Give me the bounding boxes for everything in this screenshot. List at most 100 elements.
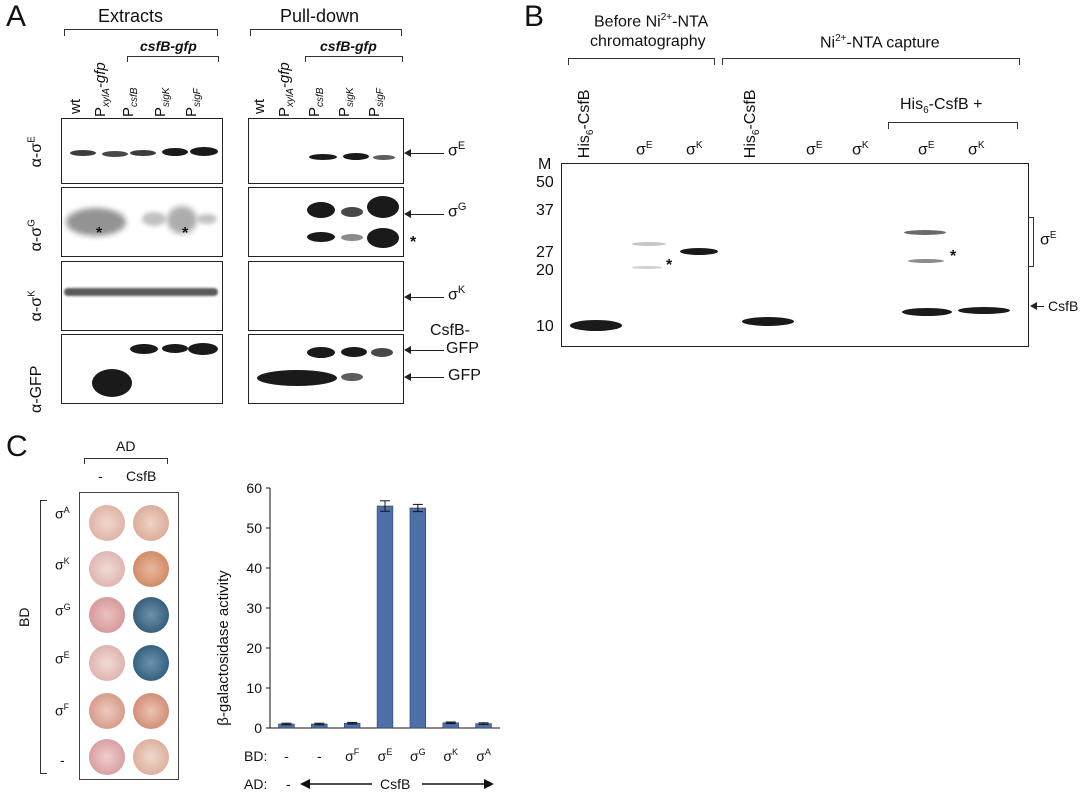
extracts-blot-sigma-k	[61, 261, 223, 331]
pulldown-blot-sigma-e	[248, 118, 404, 184]
before-header-line1: Before Ni2+-NTA	[594, 12, 709, 31]
pulldown-lane-sigf: PsigF	[366, 88, 386, 117]
chart-bd-value: σE	[378, 747, 393, 764]
chart-bd-value: σG	[410, 747, 426, 764]
extracts-lane-sigf: PsigF	[183, 88, 203, 117]
bd-row-sigma-e: σE	[55, 650, 70, 667]
ad-bracket	[84, 458, 168, 464]
label-gfp: GFP	[448, 367, 481, 384]
his-csfb-plus-header: His6-CsfB +	[900, 96, 983, 117]
pulldown-group-bracket	[305, 56, 403, 62]
bd-row-sigma-a: σA	[55, 505, 70, 522]
chart-y-tick-label: 40	[246, 560, 262, 576]
ad-col-csfb: CsfB	[126, 468, 157, 484]
extracts-blot-gfp	[61, 334, 223, 404]
panel-a-letter: A	[6, 0, 27, 33]
capture-bracket	[722, 58, 1020, 65]
bd-row-sigma-k: σK	[55, 556, 70, 573]
b-lane-his-csfb-1: His6-CsfB	[575, 89, 596, 159]
chart-bar	[409, 507, 427, 729]
row-label-sigma-e: α-σE	[26, 136, 45, 168]
before-bracket	[568, 58, 715, 65]
marker-10: 10	[536, 318, 554, 335]
chart-y-tick-label: 30	[246, 600, 262, 616]
chart-y-tick-label: 10	[246, 680, 262, 696]
pulldown-lane-sigk: PsigK	[336, 87, 356, 117]
pulldown-lane-csfb: PcsfB	[306, 87, 326, 117]
chart-y-tick-label: 0	[254, 720, 262, 736]
chart-ad-row-label: AD:	[244, 776, 267, 792]
extracts-lane-xyla: PxylA-gfp	[92, 62, 112, 117]
label-csfb-gfp-1: CsfB-	[430, 322, 470, 339]
chart-y-ticks: 0 10 20 30 40 50 60	[246, 480, 270, 736]
chart-bd-value: σA	[476, 747, 491, 764]
ad-label: AD	[116, 438, 136, 454]
extracts-bracket	[64, 29, 218, 36]
pulldown-header: Pull-down	[280, 6, 360, 26]
chart-ad-rest: CsfB	[380, 776, 410, 792]
ad-col-minus: -	[98, 468, 103, 484]
chart-bd-value: -	[317, 748, 322, 764]
b-lane-sigma-k-2: σK	[852, 140, 869, 159]
chart-bd-value: σF	[345, 747, 360, 764]
marker-20: 20	[536, 262, 554, 279]
pulldown-group-label: csfB-gfp	[320, 38, 377, 54]
chart-y-tick-label: 50	[246, 520, 262, 536]
bd-label: BD	[16, 607, 32, 627]
extracts-blot-sigma-g	[61, 187, 223, 257]
marker-50: 50	[536, 174, 554, 191]
chart-bd-value: -	[284, 748, 289, 764]
row-label-sigma-k: α-σK	[26, 290, 45, 322]
gel-b-asterisk-1: *	[666, 257, 673, 274]
b-lane-sigma-k-1: σK	[686, 140, 703, 159]
chart-bd-row: - - σF σE σG σK σA	[284, 747, 491, 764]
b-lane-sigma-k-3: σK	[968, 140, 985, 159]
chart-ad-first: -	[286, 776, 291, 792]
extracts-header: Extracts	[98, 6, 164, 26]
pulldown-bracket	[250, 29, 402, 36]
label-sigma-e-b: σE	[1040, 230, 1057, 249]
bd-row-minus: -	[60, 752, 65, 768]
gel-panel-b	[561, 163, 1029, 347]
chart-ad-arrowhead-right	[484, 779, 494, 789]
chart-y-tick-label: 60	[246, 480, 262, 496]
label-sigma-g-a: σG	[448, 201, 467, 221]
extracts-lane-wt: wt	[67, 99, 84, 114]
row-label-sigma-g: α-σG	[26, 219, 45, 252]
his-csfb-plus-bracket	[888, 122, 1018, 129]
chart-bd-row-label: BD:	[244, 748, 267, 764]
label-asterisk-a: *	[410, 234, 417, 251]
extracts-group-label: csfB-gfp	[140, 38, 197, 54]
marker-37: 37	[536, 202, 554, 219]
capture-header: Ni2+-NTA capture	[820, 33, 940, 52]
chart-ad-arrowhead-left	[300, 779, 310, 789]
panel-c-letter: C	[6, 430, 28, 463]
bd-bracket	[40, 500, 47, 774]
chart-ylabel: β-galactosidase activity	[215, 570, 232, 726]
pulldown-lane-wt: wt	[251, 99, 268, 114]
panel-b-letter: B	[524, 0, 545, 33]
b-lane-sigma-e-3: σE	[918, 140, 935, 159]
extracts-lane-sigk: PsigK	[152, 87, 172, 117]
label-sigma-k-a: σK	[448, 284, 466, 304]
chart-bars	[278, 500, 492, 729]
label-csfb-gfp-2: GFP	[446, 340, 479, 357]
extracts-blot-sigma-e	[61, 118, 223, 184]
beta-gal-chart: β-galactosidase activity 0 10 20 30 40 50 60 -…	[215, 480, 500, 792]
b-lane-sigma-e-1: σE	[636, 140, 653, 159]
yeast-spot-plate	[79, 492, 179, 780]
label-sigma-e-a: σE	[448, 140, 466, 160]
b-lane-his-csfb-2: His6-CsfB	[741, 89, 762, 159]
b-lane-sigma-e-2: σE	[806, 140, 823, 159]
marker-m-label: M	[538, 156, 552, 173]
bd-row-sigma-f: σF	[55, 702, 70, 719]
pulldown-lane-xyla: PxylA-gfp	[276, 62, 296, 117]
bd-row-sigma-g: σG	[55, 602, 71, 619]
pulldown-blot-sigma-k	[248, 261, 404, 331]
gel-b-asterisk-2: *	[950, 248, 957, 265]
chart-bd-value: σK	[443, 747, 458, 764]
chart-bar	[376, 505, 394, 729]
pulldown-blot-sigma-g	[248, 187, 404, 257]
extracts-group-bracket	[127, 56, 219, 62]
extracts-asterisk-2: *	[182, 225, 189, 242]
